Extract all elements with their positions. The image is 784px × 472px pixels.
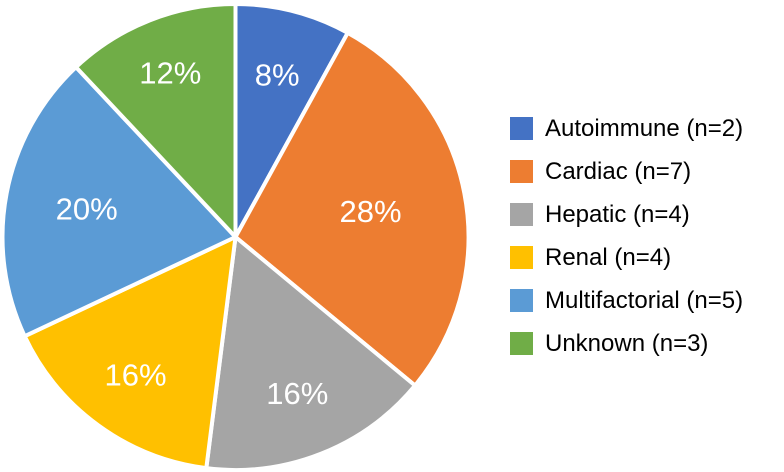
legend-label: Renal (n=4): [545, 244, 672, 271]
legend-item-multifactorial: Multifactorial (n=5): [510, 287, 744, 314]
legend-swatch-unknown: [510, 332, 533, 355]
pie-slice-cardiac: [233, 30, 471, 388]
legend-item-autoimmune: Autoimmune (n=2): [510, 115, 744, 142]
legend-label: Cardiac (n=7): [545, 158, 692, 185]
pie-label-cardiac: 28%: [339, 194, 401, 229]
legend-item-renal: Renal (n=4): [510, 244, 743, 271]
pie-label-multifactorial: 20%: [56, 191, 118, 226]
legend-swatch-hepatic: [510, 203, 533, 226]
pie-slice-autoimmune: [233, 2, 350, 239]
legend-label: Multifactorial (n=5): [545, 287, 744, 314]
legend: Autoimmune (n=2) Cardiac (n=7) Hepatic (n=…: [510, 115, 744, 357]
legend-label: Unknown (n=3): [545, 330, 709, 357]
legend-swatch-autoimmune: [510, 117, 533, 140]
pie-slice-hepatic: [204, 235, 418, 472]
pie-label-autoimmune: 8%: [255, 57, 300, 92]
pie-label-renal: 16%: [104, 357, 166, 392]
pie-label-hepatic: 16%: [266, 376, 328, 411]
legend-swatch-renal: [510, 246, 533, 269]
pie-slice-unknown: [74, 2, 238, 239]
legend-swatch-cardiac: [510, 160, 533, 183]
legend-label: Autoimmune (n=2): [545, 115, 744, 142]
pie-slice-multifactorial: [0, 65, 238, 339]
legend-item-unknown: Unknown (n=3): [510, 330, 743, 357]
legend-item-hepatic: Hepatic (n=4): [510, 201, 743, 228]
legend-swatch-multifactorial: [510, 289, 533, 312]
pie-chart: 8% 28% 16% 16% 20% 12%: [0, 2, 471, 472]
pie-slice-renal: [22, 235, 238, 471]
pie-label-unknown: 12%: [139, 55, 201, 90]
legend-label: Hepatic (n=4): [545, 201, 690, 228]
legend-item-cardiac: Cardiac (n=7): [510, 158, 743, 185]
